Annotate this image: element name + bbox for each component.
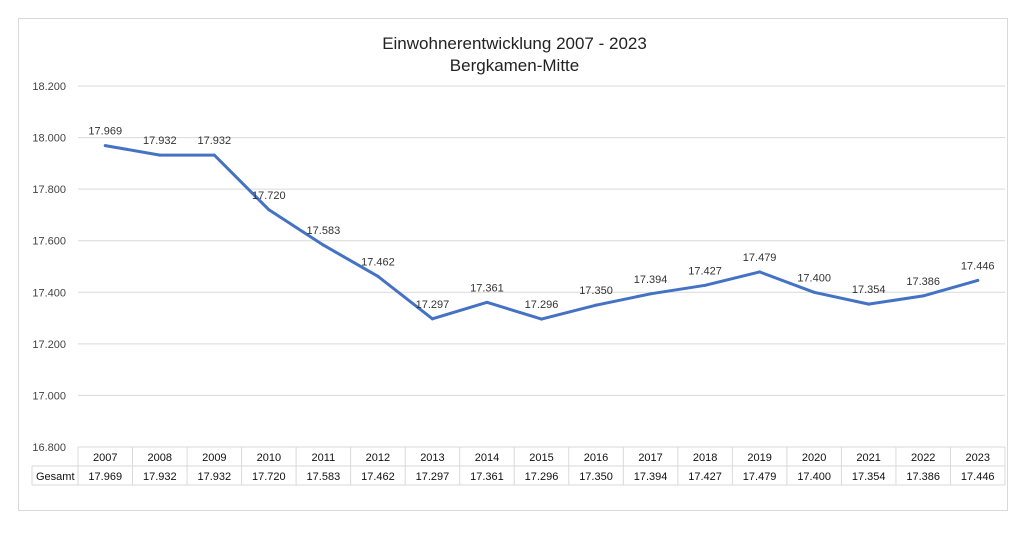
x-tick-label: 2010 [257,452,281,464]
data-label: 17.969 [88,126,122,138]
y-tick-label: 17.200 [32,339,66,351]
x-tick-label: 2016 [584,452,608,464]
table-value-cell: 17.394 [634,471,668,483]
x-tick-label: 2009 [202,452,226,464]
table-value-cell: 17.720 [252,471,286,483]
y-tick-label: 17.400 [32,287,66,299]
table-value-cell: 17.386 [906,471,940,483]
x-tick-label: 2007 [93,452,117,464]
table-value-cell: 17.350 [579,471,613,483]
series-line [103,144,980,321]
data-label: 17.462 [361,256,395,268]
data-point [703,283,707,287]
table-value-cell: 17.462 [361,471,395,483]
data-point [212,153,216,157]
table-value-cell: 17.932 [143,471,177,483]
table-value-cell: 17.427 [688,471,722,483]
data-label: 17.394 [634,274,668,286]
chart-subtitle: Bergkamen-Mitte [449,56,580,75]
y-tick-label: 18.000 [32,133,66,145]
data-label: 17.720 [252,190,286,202]
data-label: 17.386 [906,276,940,288]
x-tick-label: 2014 [475,452,499,464]
data-label: 17.297 [416,299,450,311]
table-value-cell: 17.354 [852,471,886,483]
x-tick-label: 2019 [747,452,771,464]
chart-area [18,18,1008,511]
data-point [594,303,598,307]
table-value-cell: 17.400 [797,471,831,483]
data-label: 17.350 [579,285,613,297]
data-point [267,208,271,212]
data-point [540,317,543,321]
data-point [430,317,434,321]
data-label: 17.932 [143,135,177,147]
data-label: 17.361 [470,282,504,294]
x-tick-label: 2023 [965,452,989,464]
data-label: 17.932 [197,135,231,147]
x-tick-label: 2011 [312,452,336,464]
x-tick-label: 2017 [638,452,662,464]
table-value-cell: 17.583 [307,471,341,483]
data-label: 17.583 [307,225,341,237]
data-label: 17.479 [743,252,777,264]
x-tick-label: 2012 [366,452,390,464]
table-value-cell: 17.479 [743,471,777,483]
table-series-label: Gesamt [36,471,75,483]
data-point [812,290,816,294]
x-tick-label: 2022 [911,452,935,464]
data-label: 17.446 [961,260,995,272]
table-value-cell: 17.446 [961,471,995,483]
data-point [485,300,489,304]
table-value-cell: 17.969 [88,471,122,483]
data-point [649,292,653,296]
table-value-cell: 17.932 [197,471,231,483]
data-point [376,274,380,278]
table-value-cell: 17.361 [470,471,504,483]
data-point [921,294,925,298]
table-value-cell: 17.296 [525,471,559,483]
data-label: 17.354 [852,284,886,296]
x-tick-label: 2015 [529,452,553,464]
data-point [158,153,162,157]
data-point [867,302,871,306]
x-tick-label: 2013 [420,452,444,464]
data-label: 17.296 [525,299,559,311]
data-label: 17.400 [797,272,831,284]
y-tick-label: 17.000 [32,390,66,402]
data-point [103,144,107,148]
table-value-cell: 17.297 [416,471,450,483]
data-point [321,243,325,247]
y-tick-label: 17.600 [32,236,66,248]
y-tick-label: 17.800 [32,184,66,196]
chart-title-block: Einwohnerentwicklung 2007 - 2023 Bergkam… [0,33,1029,77]
y-tick-label: 18.200 [32,81,66,93]
x-tick-label: 2020 [802,452,826,464]
data-point [976,278,980,282]
y-tick-label: 16.800 [32,442,66,454]
x-tick-label: 2018 [693,452,717,464]
data-point [758,270,762,274]
x-tick-label: 2021 [856,452,880,464]
chart-title: Einwohnerentwicklung 2007 - 2023 [382,34,647,53]
x-tick-label: 2008 [148,452,172,464]
data-label: 17.427 [688,265,722,277]
